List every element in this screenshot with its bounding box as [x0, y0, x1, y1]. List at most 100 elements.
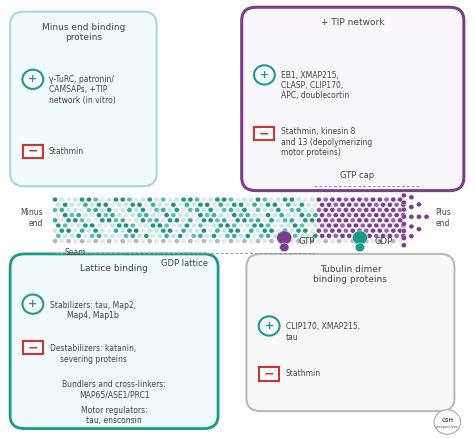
Circle shape: [96, 202, 101, 207]
Circle shape: [303, 197, 308, 202]
Circle shape: [66, 197, 71, 202]
Circle shape: [127, 239, 132, 244]
FancyBboxPatch shape: [10, 12, 156, 186]
Circle shape: [367, 213, 372, 218]
Circle shape: [100, 197, 105, 202]
Circle shape: [93, 197, 98, 202]
Circle shape: [127, 197, 132, 202]
Circle shape: [409, 214, 414, 219]
Circle shape: [137, 233, 142, 238]
Circle shape: [161, 197, 166, 202]
Circle shape: [150, 202, 155, 207]
Circle shape: [76, 223, 81, 228]
Circle shape: [333, 202, 338, 207]
Circle shape: [140, 218, 146, 223]
Circle shape: [276, 218, 281, 223]
Circle shape: [167, 218, 173, 223]
Circle shape: [181, 239, 186, 244]
Circle shape: [127, 228, 132, 233]
Circle shape: [181, 228, 186, 233]
Circle shape: [130, 213, 136, 218]
Circle shape: [374, 213, 379, 218]
Circle shape: [157, 213, 163, 218]
Circle shape: [391, 208, 396, 212]
Circle shape: [228, 208, 234, 212]
Circle shape: [242, 197, 247, 202]
Circle shape: [154, 218, 159, 223]
Circle shape: [340, 213, 345, 218]
Circle shape: [303, 228, 308, 233]
Circle shape: [53, 197, 58, 202]
Circle shape: [360, 202, 365, 207]
Circle shape: [221, 239, 227, 244]
Circle shape: [401, 236, 406, 240]
Circle shape: [76, 213, 81, 218]
Circle shape: [299, 233, 304, 238]
Circle shape: [323, 218, 328, 223]
Circle shape: [401, 243, 406, 247]
Circle shape: [434, 410, 461, 434]
Circle shape: [296, 208, 301, 212]
Circle shape: [265, 233, 271, 238]
Circle shape: [188, 208, 193, 212]
Circle shape: [377, 228, 383, 233]
Text: Destabilizers: katanin,
severing proteins: Destabilizers: katanin, severing protein…: [50, 344, 137, 364]
Circle shape: [374, 223, 379, 228]
Circle shape: [323, 197, 328, 202]
Circle shape: [259, 213, 264, 218]
Circle shape: [360, 233, 365, 238]
Circle shape: [262, 208, 267, 212]
Circle shape: [181, 197, 186, 202]
Text: γ-TuRC, patronin/
CAMSAPs, +TIP
network (in vitro): γ-TuRC, patronin/ CAMSAPs, +TIP network …: [49, 75, 116, 105]
Circle shape: [319, 213, 325, 218]
Text: Tubulin dimer
binding proteins: Tubulin dimer binding proteins: [313, 265, 387, 284]
Circle shape: [157, 202, 163, 207]
Circle shape: [313, 213, 318, 218]
Circle shape: [208, 218, 213, 223]
Circle shape: [409, 224, 414, 229]
Circle shape: [343, 228, 348, 233]
Circle shape: [381, 213, 386, 218]
Circle shape: [144, 213, 149, 218]
Circle shape: [140, 228, 146, 233]
Circle shape: [117, 213, 122, 218]
Circle shape: [391, 197, 396, 202]
Circle shape: [73, 239, 78, 244]
Circle shape: [110, 202, 115, 207]
Circle shape: [113, 228, 118, 233]
Circle shape: [123, 202, 128, 207]
Circle shape: [364, 208, 369, 212]
Circle shape: [100, 208, 105, 212]
Circle shape: [296, 239, 301, 244]
Circle shape: [276, 208, 281, 212]
Circle shape: [360, 223, 365, 228]
Circle shape: [367, 233, 372, 238]
Circle shape: [110, 213, 115, 218]
Circle shape: [255, 239, 261, 244]
Circle shape: [313, 223, 318, 228]
Circle shape: [225, 213, 230, 218]
Circle shape: [53, 228, 58, 233]
Circle shape: [161, 228, 166, 233]
Circle shape: [80, 208, 85, 212]
Circle shape: [232, 233, 237, 238]
Circle shape: [103, 233, 109, 238]
Circle shape: [218, 223, 223, 228]
Circle shape: [401, 193, 406, 198]
Circle shape: [272, 223, 277, 228]
Circle shape: [113, 208, 118, 212]
Circle shape: [80, 197, 85, 202]
Circle shape: [286, 233, 291, 238]
Circle shape: [377, 197, 383, 202]
Bar: [23, 145, 43, 158]
Circle shape: [327, 202, 331, 207]
Circle shape: [370, 218, 375, 223]
Circle shape: [140, 208, 146, 212]
Circle shape: [249, 197, 254, 202]
Circle shape: [59, 228, 64, 233]
Circle shape: [283, 208, 288, 212]
FancyBboxPatch shape: [246, 254, 455, 411]
Circle shape: [164, 213, 169, 218]
Circle shape: [59, 208, 64, 212]
Circle shape: [343, 218, 348, 223]
